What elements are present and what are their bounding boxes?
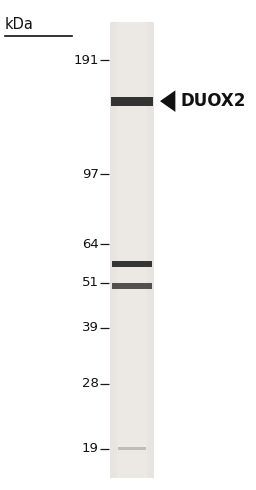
Bar — [118, 447, 146, 450]
Bar — [112, 283, 152, 289]
Bar — [112, 261, 152, 268]
Text: 39: 39 — [82, 321, 99, 334]
Text: 51: 51 — [82, 276, 99, 289]
Bar — [110, 22, 154, 478]
Bar — [117, 22, 147, 478]
Text: 28: 28 — [82, 377, 99, 390]
Text: DUOX2: DUOX2 — [180, 92, 246, 110]
Text: 19: 19 — [82, 442, 99, 455]
Text: 191: 191 — [73, 54, 99, 67]
Bar — [111, 97, 153, 105]
Text: 64: 64 — [82, 238, 99, 251]
Polygon shape — [160, 90, 175, 112]
Text: kDa: kDa — [5, 17, 34, 32]
Text: 97: 97 — [82, 168, 99, 181]
